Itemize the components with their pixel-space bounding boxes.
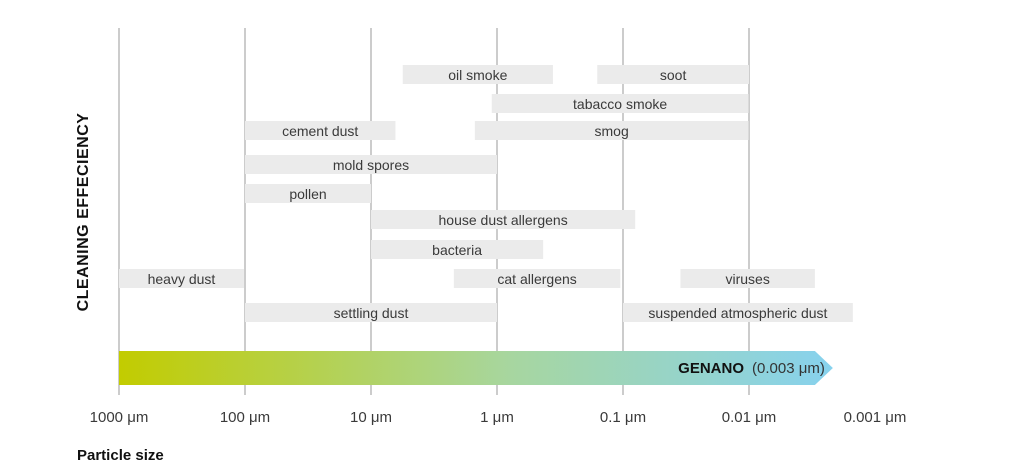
range-bar-label: pollen	[289, 186, 326, 202]
range-bar	[474, 121, 749, 140]
range-bar	[245, 184, 371, 203]
gradient-arrow	[119, 351, 833, 385]
y-axis-label: CLEANING EFFECIENCY	[75, 113, 92, 312]
range-bar-label: bacteria	[432, 242, 482, 258]
range-bar	[119, 269, 244, 288]
range-bar	[245, 121, 396, 140]
range-bar-label: house dust allergens	[439, 212, 568, 228]
x-tick-label: 0.1 μm	[600, 409, 646, 426]
range-bar	[402, 65, 553, 84]
range-bar	[680, 269, 815, 288]
range-bar-label: cat allergens	[497, 271, 576, 287]
range-bar	[371, 210, 636, 229]
x-tick-label: 10 μm	[350, 409, 392, 426]
range-bar-label: suspended atmospheric dust	[648, 305, 827, 321]
range-bar-label: oil smoke	[448, 67, 507, 83]
range-bar	[453, 269, 621, 288]
x-axis-label: Particle size	[77, 447, 164, 464]
range-bar-label: heavy dust	[148, 271, 216, 287]
x-tick-labels: 1000 μm 100 μm 10 μm 1 μm 0.1 μm 0.01 μm 0.001…	[90, 409, 907, 426]
range-bar-label: tabacco smoke	[573, 96, 667, 112]
x-tick-label: 1 μm	[480, 409, 514, 426]
range-bar-label: cement dust	[282, 123, 358, 139]
range-bar	[245, 155, 497, 174]
range-bar-label: viruses	[725, 271, 769, 287]
x-tick-label: 0.001 μm	[844, 409, 907, 426]
arrow-value-text: (0.003 μm)	[752, 360, 825, 377]
range-bars: oil smoke soot tabacco smoke cement dust smo…	[119, 65, 853, 322]
x-tick-label: 1000 μm	[90, 409, 149, 426]
genano-arrow: GENANO (0.003 μm)	[119, 351, 833, 385]
x-tick-label: 100 μm	[220, 409, 270, 426]
range-bar	[491, 94, 749, 113]
range-bar	[245, 303, 497, 322]
range-bar-label: soot	[660, 67, 687, 83]
arrow-label-genano: GENANO	[678, 360, 744, 377]
range-bar-label: mold spores	[333, 157, 409, 173]
range-bar	[371, 240, 544, 259]
range-bar	[597, 65, 749, 84]
range-bar-label: settling dust	[334, 305, 409, 321]
x-tick-label: 0.01 μm	[722, 409, 777, 426]
range-bar	[623, 303, 853, 322]
range-bar-label: smog	[595, 123, 629, 139]
